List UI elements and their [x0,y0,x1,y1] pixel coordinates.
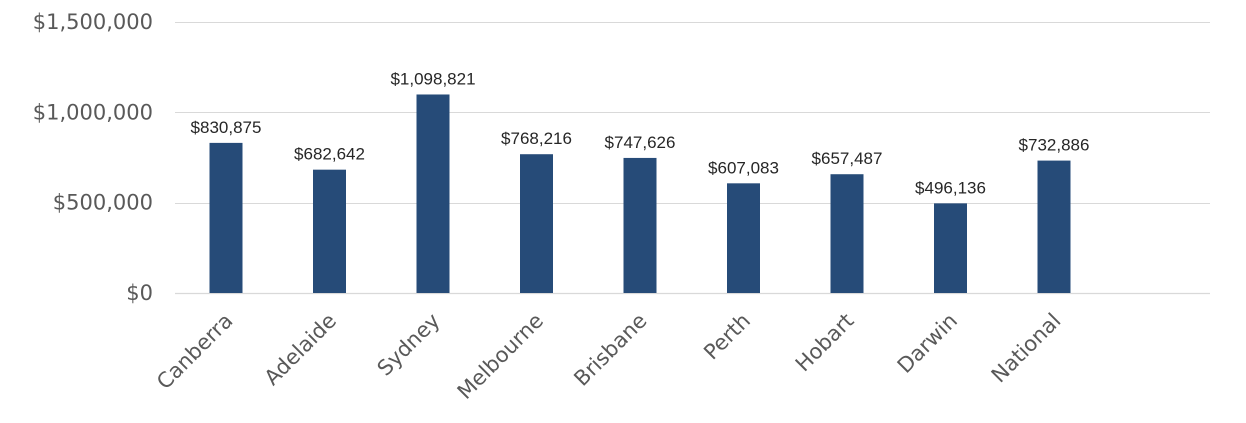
x-tick-label: Adelaide [260,309,341,390]
data-label: $1,098,821 [390,69,475,88]
y-tick-label: $500,000 [53,191,153,215]
bar [934,203,967,293]
data-label: $732,886 [1019,136,1090,155]
x-tick-label: Canberra [152,309,237,394]
x-tick-label: Melbourne [453,309,548,404]
x-tick-label: Sydney [373,309,445,381]
x-axis-tick-labels: Canberra Adelaide Sydney Melbourne Brisbane P… [152,309,1065,404]
x-tick-label: Perth [699,309,755,365]
data-label: $747,626 [605,133,676,152]
data-label: $657,487 [812,149,883,168]
data-label: $496,136 [915,178,986,197]
bars [209,94,1071,293]
x-tick-label: Hobart [791,309,859,377]
y-tick-label: $1,000,000 [33,100,153,124]
bar [623,157,657,293]
x-tick-label: Darwin [893,309,962,378]
bar [830,174,864,293]
data-label: $830,875 [191,118,262,137]
bar [727,183,760,293]
data-label: $682,642 [294,145,365,164]
data-label: $768,216 [501,129,572,148]
bar [1037,160,1071,293]
bar [313,169,346,293]
y-axis-tick-labels: $0 $500,000 $1,000,000 $1,500,000 [33,10,153,305]
bar [209,142,243,293]
data-label: $607,083 [708,158,779,177]
data-labels: $830,875 $682,642 $1,098,821 $768,216 $747,6… [191,69,1090,197]
x-tick-label: National [987,309,1066,388]
bar [520,154,553,293]
y-tick-label: $0 [126,281,153,305]
y-tick-label: $1,500,000 [33,10,153,34]
x-tick-label: Brisbane [569,309,651,391]
bar [416,94,450,293]
